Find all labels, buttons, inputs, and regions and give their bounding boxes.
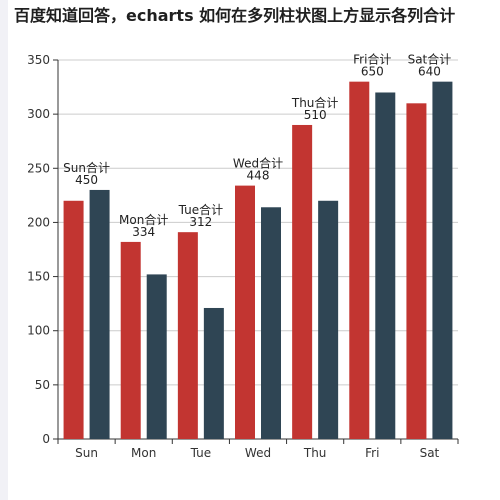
x-tick-label: Fri — [365, 446, 379, 460]
y-tick-label: 250 — [27, 161, 50, 175]
total-label-value: 450 — [75, 173, 98, 187]
total-label-name: Sun合计 — [63, 160, 110, 175]
bar-thu-series-1 — [292, 124, 313, 439]
total-label-name: Fri合计 — [353, 52, 391, 67]
y-tick-label: 200 — [27, 215, 50, 229]
bar-tue-series-1 — [177, 232, 198, 439]
bar-sat-series-1 — [406, 103, 427, 440]
bar-sat-series-2 — [432, 81, 453, 440]
x-tick-label: Tue — [190, 446, 212, 460]
total-label-name: Mon合计 — [119, 212, 168, 227]
bar-fri-series-2 — [375, 92, 396, 439]
x-tick-label: Sun — [75, 446, 98, 460]
y-tick-label: 350 — [27, 53, 50, 67]
y-tick-label: 150 — [27, 270, 50, 284]
y-tick-label: 300 — [27, 107, 50, 121]
bar-mon-series-1 — [120, 241, 141, 439]
total-label-value: 312 — [189, 215, 212, 229]
bar-wed-series-2 — [261, 207, 281, 439]
total-label-name: Wed合计 — [233, 156, 283, 171]
total-label-name: Thu合计 — [291, 95, 339, 110]
x-tick-label: Thu — [303, 446, 327, 460]
y-tick-label: 50 — [35, 378, 50, 392]
total-label-value: 640 — [418, 65, 441, 79]
bar-tue-series-2 — [203, 307, 224, 439]
bar-thu-series-2 — [318, 200, 339, 439]
total-label-value: 448 — [247, 169, 270, 183]
y-tick-label: 100 — [27, 324, 50, 338]
bar-sun-series-1 — [63, 200, 84, 439]
left-strip — [0, 0, 8, 500]
x-tick-label: Wed — [245, 446, 271, 460]
bar-mon-series-2 — [146, 274, 167, 439]
x-tick-label: Mon — [131, 446, 156, 460]
total-label-name: Tue合计 — [178, 202, 224, 217]
total-label-name: Sat合计 — [408, 52, 452, 67]
bar-sun-series-2 — [89, 189, 110, 439]
y-tick-label: 0 — [42, 432, 50, 446]
total-label-value: 510 — [304, 108, 327, 122]
total-label-value: 650 — [361, 65, 384, 79]
bar-fri-series-1 — [349, 81, 370, 440]
page-title: 百度知道回答，echarts 如何在多列柱状图上方显示各列合计 — [14, 6, 456, 25]
total-label-value: 334 — [132, 225, 155, 239]
x-tick-label: Sat — [420, 446, 440, 460]
bar-wed-series-1 — [235, 185, 255, 439]
